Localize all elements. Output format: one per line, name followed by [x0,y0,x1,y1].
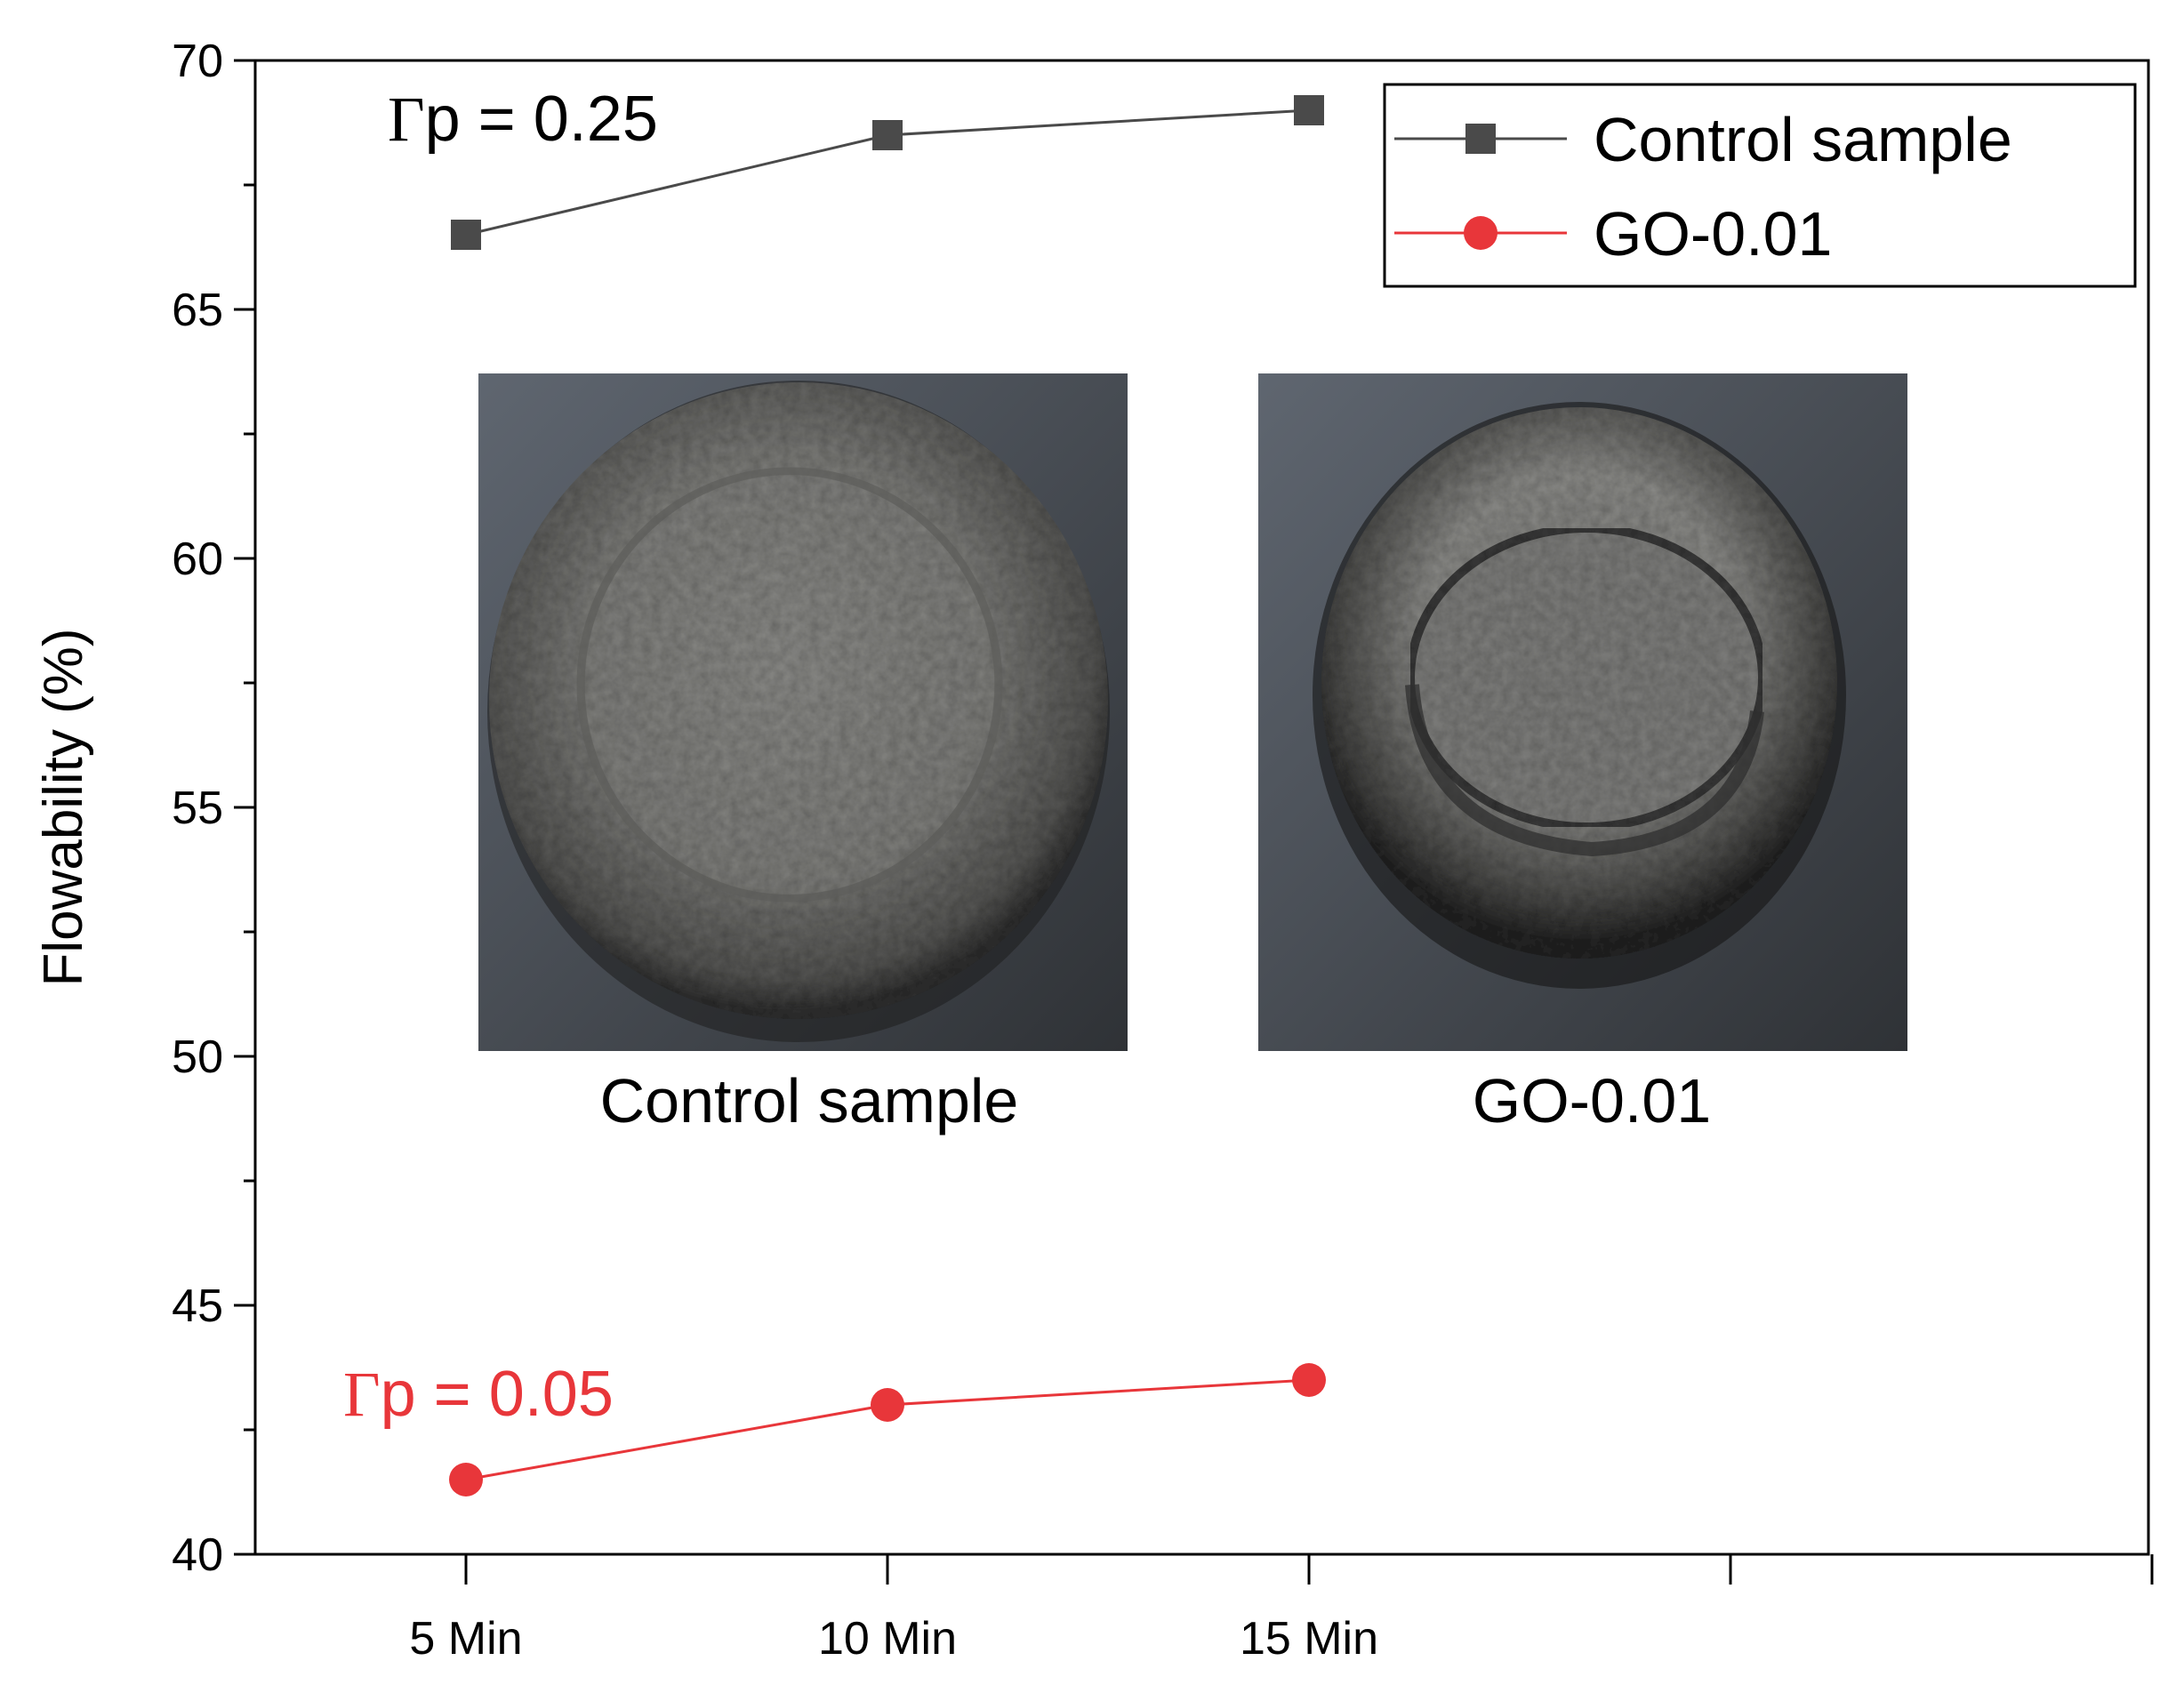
data-point-go [1292,1363,1326,1397]
photo-caption-go: GO-0.01 [1473,1066,1711,1135]
legend-label-control: Control sample [1594,105,2012,174]
x-tick-label: 5 Min [409,1613,522,1665]
annotation-go: Γp = 0.05 [343,1359,614,1430]
legend-box [1383,83,2137,288]
annotation-control-text: p = 0.25 [425,84,658,155]
data-point-control [872,120,903,150]
annotation-control: Γp = 0.25 [388,84,658,155]
annotation-control-gamma: Γ [388,84,425,155]
photo-caption-control: Control sample [600,1066,1019,1135]
legend-marker-go [1464,216,1497,250]
data-point-go [871,1388,904,1422]
y-tick-label: 45 [172,1280,223,1332]
x-tick-label: 15 Min [1240,1613,1378,1665]
y-tick-label: 65 [172,285,223,336]
series-layer [449,95,1326,1496]
photo-go-001 [1258,373,1907,1051]
data-point-go [449,1463,483,1496]
x-axis: 5 Min 10 Min 15 Min [409,1554,2154,1665]
y-tick-label: 70 [172,36,223,87]
y-axis-title: Flowability (%) [33,628,94,986]
y-tick-label: 55 [172,782,223,834]
annotation-go-text: p = 0.05 [381,1359,614,1430]
data-point-control [451,220,481,250]
y-tick-label: 40 [172,1529,223,1581]
legend-label-go: GO-0.01 [1594,199,1832,269]
legend: Control sample GO-0.01 [1383,83,2137,288]
y-axis: 40 45 50 55 60 65 70 [172,36,255,1581]
y-tick-label: 50 [172,1031,223,1083]
x-tick-label: 10 Min [818,1613,957,1665]
annotation-go-gamma: Γ [343,1359,381,1430]
data-point-control [1294,95,1324,125]
photo-control-sample [478,373,1128,1051]
y-tick-label: 60 [172,534,223,585]
legend-marker-control [1465,124,1496,154]
